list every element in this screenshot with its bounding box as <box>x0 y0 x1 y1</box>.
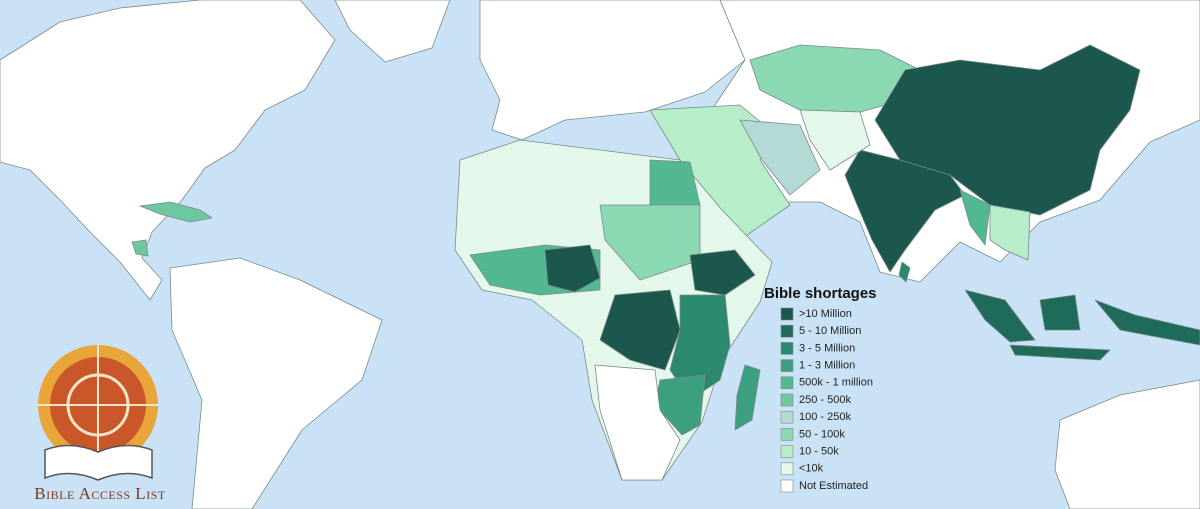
nicaragua <box>131 239 149 257</box>
legend-swatch <box>780 393 794 407</box>
legend-swatch <box>780 324 794 338</box>
cuba <box>139 201 213 223</box>
legend-label: 250 - 500k <box>799 394 851 406</box>
logo-text: Bible Access List <box>34 484 166 503</box>
legend-label: 5 - 10 Million <box>799 325 861 337</box>
legend-swatch <box>780 376 794 390</box>
legend-swatch <box>780 445 794 458</box>
east-africa <box>669 294 731 401</box>
greenland <box>334 0 451 63</box>
legend-label: >10 Million <box>799 308 852 320</box>
ethiopia <box>689 249 756 296</box>
legend-swatch <box>780 342 794 355</box>
sahel <box>599 204 701 281</box>
north-america <box>0 0 336 301</box>
legend-swatch <box>780 479 794 493</box>
legend-label: <10k <box>799 463 824 475</box>
legend-title: Bible shortages <box>764 285 877 302</box>
legend-label: 500k - 1 million <box>799 377 873 389</box>
legend-swatch <box>780 462 794 476</box>
australia <box>1054 379 1200 509</box>
sri-lanka <box>898 261 911 283</box>
legend-swatch <box>780 359 794 372</box>
indonesia <box>964 289 1200 361</box>
madagascar <box>734 364 761 431</box>
legend-label: 100 - 250k <box>799 411 851 423</box>
india <box>844 149 966 273</box>
logo: Bible Access List <box>34 345 166 503</box>
legend-label: 1 - 3 Million <box>799 360 855 372</box>
logo-book <box>44 444 153 481</box>
legend-label: 10 - 50k <box>799 446 839 458</box>
dr-congo <box>599 289 681 371</box>
legend-label: 50 - 100k <box>799 428 845 440</box>
iran <box>739 119 821 196</box>
legend-swatch <box>780 410 794 424</box>
legend-label: 3 - 5 Million <box>799 342 855 354</box>
legend-label: Not Estimated <box>799 480 868 492</box>
legend: Bible shortages >10 Million 5 - 10 Millio… <box>764 285 877 493</box>
myanmar <box>959 189 991 246</box>
central-asia <box>799 109 871 171</box>
south-america <box>169 257 383 509</box>
southern-africa <box>594 364 681 481</box>
nigeria <box>544 244 601 293</box>
legend-swatch <box>780 307 794 321</box>
legend-swatch <box>780 428 794 441</box>
indochina <box>989 204 1031 261</box>
